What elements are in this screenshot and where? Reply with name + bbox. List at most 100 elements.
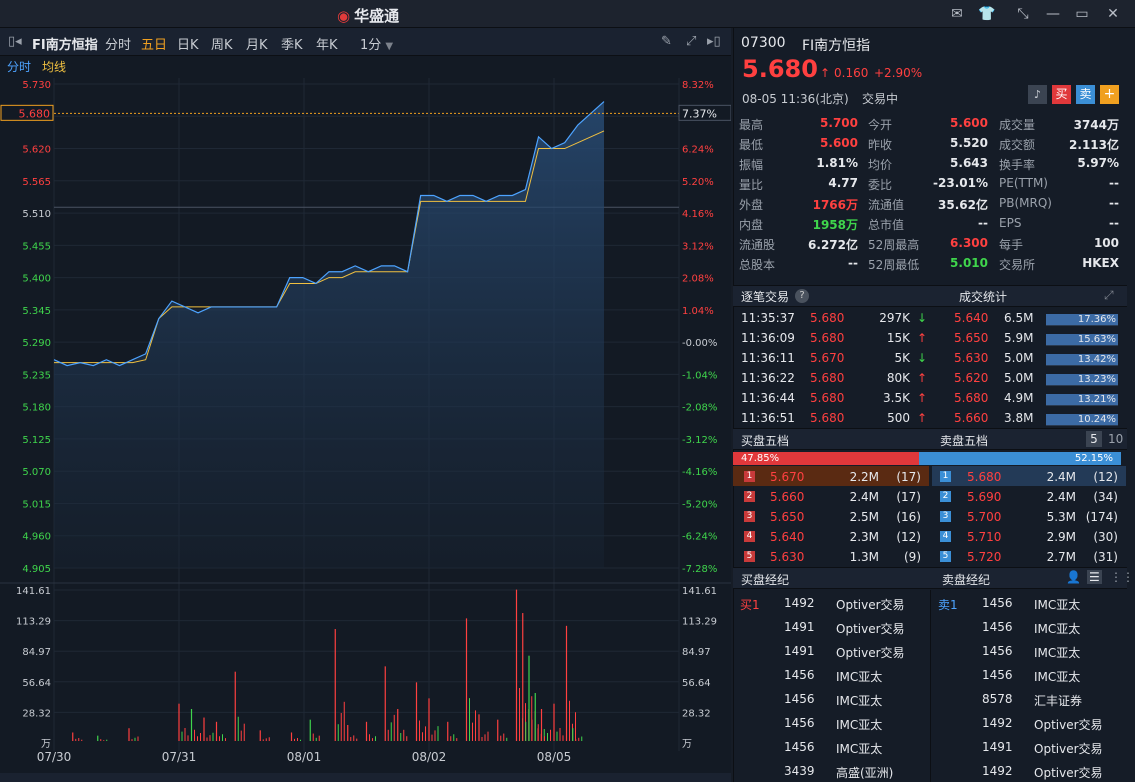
bid-price[interactable]: 5.670: [770, 470, 805, 484]
ask-price[interactable]: 5.720: [967, 550, 1002, 564]
broker-name[interactable]: Optiver交易: [1034, 718, 1103, 732]
bid-volume: 2.2M: [849, 470, 879, 484]
broker-id: 1456: [982, 644, 1013, 658]
broker-name[interactable]: 高盛(亚洲): [836, 766, 894, 780]
broker-name[interactable]: Optiver交易: [1034, 742, 1103, 756]
broker-name[interactable]: IMC亚太: [836, 742, 883, 756]
price-tick-label: 5.180: [22, 403, 51, 414]
bid-ratio-text: 47.85%: [741, 453, 780, 464]
fullscreen-icon[interactable]: ⤢: [686, 34, 697, 49]
stat-value: 35.62亿: [938, 198, 988, 212]
ticks-title[interactable]: 逐笔交易: [741, 290, 790, 304]
tab-0[interactable]: 分时: [105, 38, 132, 53]
broker-name[interactable]: Optiver交易: [1034, 766, 1103, 780]
broker-id: 1456: [982, 668, 1013, 682]
broker-name[interactable]: Optiver交易: [836, 622, 905, 636]
close-button[interactable]: ✕: [1107, 6, 1119, 22]
sell-button[interactable]: 卖: [1076, 85, 1095, 104]
bid-count: (9): [904, 550, 921, 564]
collapse-icon[interactable]: ⤡: [1017, 6, 1029, 22]
tab-6[interactable]: 年K: [316, 38, 338, 53]
tab-2[interactable]: 日K: [177, 38, 199, 53]
tab-3[interactable]: 周K: [211, 38, 233, 53]
volume-tick-left: 113.29: [16, 617, 51, 628]
grid-view-icon[interactable]: ⋮⋮: [1110, 570, 1134, 584]
ask-price[interactable]: 5.710: [967, 530, 1002, 544]
panel-collapse-icon[interactable]: ▸▯: [707, 34, 721, 49]
ask-count: (174): [1085, 510, 1118, 524]
person-icon[interactable]: 👤: [1066, 570, 1081, 584]
stock-code: 07300: [741, 35, 786, 51]
sidebar-toggle-icon[interactable]: ▯◂: [8, 34, 22, 49]
ask-price[interactable]: 5.680: [967, 470, 1002, 484]
broker-name[interactable]: Optiver交易: [836, 598, 905, 612]
add-watchlist-button[interactable]: +: [1100, 85, 1119, 104]
broker-name[interactable]: IMC亚太: [836, 670, 883, 684]
x-axis-label: 08/05: [537, 750, 572, 764]
volume-tick-right: 万: [682, 739, 692, 750]
ask-level-badge: 2: [940, 491, 951, 502]
minimize-button[interactable]: —: [1046, 6, 1060, 22]
stat-value: 6.300: [950, 236, 988, 250]
broker-name[interactable]: IMC亚太: [1034, 622, 1081, 636]
interval-select[interactable]: 1分 ▼: [360, 34, 393, 53]
ask-price[interactable]: 5.690: [967, 490, 1002, 504]
ask-brokers-title: 卖盘经纪: [942, 573, 991, 587]
bid-price[interactable]: 5.650: [770, 510, 805, 524]
bid-brokers-title: 买盘经纪: [741, 573, 790, 587]
list-view-icon[interactable]: ☰: [1087, 570, 1102, 584]
broker-name[interactable]: IMC亚太: [836, 718, 883, 732]
price-chart[interactable]: 5.7308.32%5.6757.28%5.6206.24%5.5655.20%…: [0, 56, 731, 773]
bid-level-badge: 5: [744, 551, 755, 562]
tab-5[interactable]: 季K: [281, 38, 303, 53]
mail-icon[interactable]: ✉: [951, 6, 963, 22]
price-tick-label: 5.235: [22, 370, 51, 381]
broker-name[interactable]: IMC亚太: [1034, 598, 1081, 612]
arrow-up-icon: ↑: [917, 411, 928, 425]
tab-4[interactable]: 月K: [246, 38, 268, 53]
broker-id: 1492: [982, 716, 1013, 730]
stat-label: 总股本: [739, 258, 776, 272]
stat-value: 5.600: [820, 136, 858, 150]
stat-bar: 17.36%: [1046, 314, 1118, 325]
alert-bell-icon[interactable]: ♪: [1028, 85, 1047, 104]
ask-count: (34): [1093, 490, 1118, 504]
ask-price[interactable]: 5.700: [967, 510, 1002, 524]
buy-button[interactable]: 买: [1052, 85, 1071, 104]
arrow-down-icon: ↓: [917, 311, 928, 325]
stat-volume: 3.8M: [1004, 411, 1034, 425]
stat-value: 4.77: [828, 176, 858, 190]
volume-tick-right: 141.61: [682, 586, 717, 597]
volume-tick-right: 28.32: [682, 708, 711, 719]
price-tick-label: 4.905: [22, 564, 51, 575]
stat-value: -23.01%: [933, 176, 988, 190]
bid-price[interactable]: 5.660: [770, 490, 805, 504]
bottom-tab-strip: [0, 773, 731, 782]
stat-label: 换手率: [999, 158, 1036, 172]
broker-id: 1456: [784, 740, 815, 754]
skin-icon[interactable]: 👕: [978, 6, 996, 22]
broker-name[interactable]: IMC亚太: [1034, 646, 1081, 660]
maximize-button[interactable]: ▭: [1075, 6, 1089, 22]
volume-stats-title[interactable]: 成交统计: [959, 290, 1008, 304]
broker-name[interactable]: Optiver交易: [836, 646, 905, 660]
volume-tick-left: 28.32: [22, 708, 51, 719]
expand-icon[interactable]: ⤢: [1104, 288, 1114, 302]
broker-id: 1492: [784, 596, 815, 610]
stat-label: 外盘: [739, 198, 764, 212]
broker-name[interactable]: 汇丰证券: [1034, 694, 1083, 708]
draw-pen-icon[interactable]: ✎: [661, 34, 672, 49]
broker-name[interactable]: IMC亚太: [836, 694, 883, 708]
ask-level-badge: 1: [940, 471, 951, 482]
bid-price[interactable]: 5.630: [770, 550, 805, 564]
help-icon[interactable]: ?: [795, 289, 809, 303]
depth-5-button[interactable]: 5: [1086, 431, 1102, 447]
bid-volume: 2.5M: [849, 510, 879, 524]
bid-price[interactable]: 5.640: [770, 530, 805, 544]
ask-highlight: [932, 466, 1126, 486]
tab-1[interactable]: 五日: [141, 38, 168, 53]
pct-tick-label: 8.32%: [682, 80, 714, 91]
volume-tick-left: 141.61: [16, 586, 51, 597]
broker-name[interactable]: IMC亚太: [1034, 670, 1081, 684]
depth-10-button[interactable]: 10: [1108, 432, 1124, 446]
